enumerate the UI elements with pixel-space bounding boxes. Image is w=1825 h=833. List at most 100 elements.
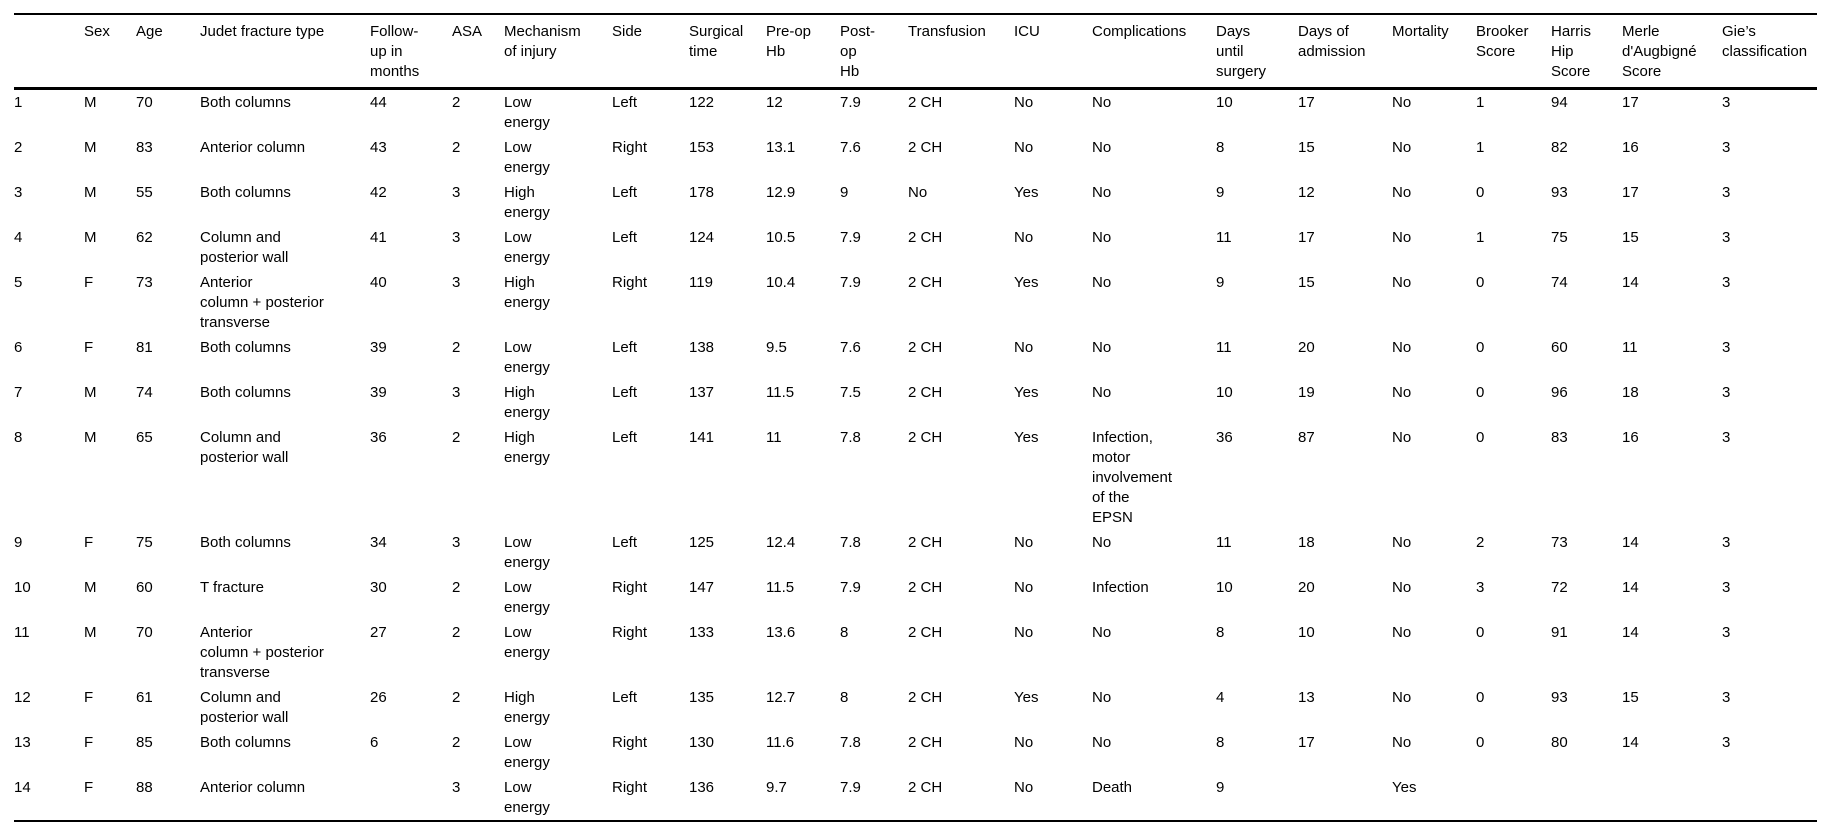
cell-pre-op-hb: 13.6 — [766, 624, 796, 641]
cell-surgical-time: 122 — [689, 94, 715, 111]
cell-age: 70 — [136, 624, 153, 641]
cell-days-until-surgery: 11 — [1216, 229, 1232, 246]
cell-age: 74 — [136, 384, 153, 401]
table-row: 7 M 74 Both columns 39 3 High energy Left 137 11.… — [14, 380, 1817, 425]
column-header-age: Age — [136, 14, 200, 90]
cell-judet-fracture-type: Both columns — [200, 534, 291, 551]
cell-sex: F — [84, 274, 94, 291]
cell-mechanism-of-injury: High energy — [504, 689, 550, 726]
cell-brooker-score: 0 — [1476, 274, 1485, 291]
cell-judet-fracture-type: Both columns — [200, 339, 291, 356]
cell-icu: Yes — [1014, 184, 1039, 201]
cell-gies-classification: 3 — [1722, 139, 1731, 156]
cell-days-until-surgery: 8 — [1216, 139, 1225, 156]
cell-sex: F — [84, 734, 94, 751]
cell-merle-daugbigne-score: 11 — [1622, 339, 1638, 356]
cell-mechanism-of-injury: Low energy — [504, 229, 550, 266]
cell-days-of-admission: 20 — [1298, 579, 1315, 596]
cell-harris-hip-score: 60 — [1551, 339, 1568, 356]
cell-complications: Infection — [1092, 579, 1149, 596]
cell-judet-fracture-type: Both columns — [200, 184, 291, 201]
cell-row-number: 11 — [14, 624, 30, 641]
cell-age: 62 — [136, 229, 153, 246]
cell-post-op-hb: 7.6 — [840, 339, 861, 356]
cell-gies-classification: 3 — [1722, 384, 1731, 401]
cell-brooker-score: 1 — [1476, 139, 1485, 156]
cell-brooker-score: 0 — [1476, 429, 1485, 446]
cell-harris-hip-score: 75 — [1551, 229, 1568, 246]
cell-post-op-hb: 7.9 — [840, 274, 861, 291]
cell-mechanism-of-injury: Low energy — [504, 779, 550, 816]
cell-post-op-hb: 7.8 — [840, 734, 861, 751]
cell-post-op-hb: 7.9 — [840, 229, 861, 246]
column-header-post-op-hb: Post- op Hb — [840, 14, 908, 90]
cell-transfusion: 2 CH — [908, 579, 943, 596]
table-header: Sex Age Judet fracture type Follow- up in m… — [14, 14, 1817, 90]
cell-mortality: No — [1392, 94, 1412, 111]
cell-row-number: 3 — [14, 184, 23, 201]
cell-surgical-time: 135 — [689, 689, 715, 706]
cell-surgical-time: 138 — [689, 339, 715, 356]
cell-sex: M — [84, 139, 97, 156]
cell-days-until-surgery: 8 — [1216, 624, 1225, 641]
cell-judet-fracture-type: Both columns — [200, 734, 291, 751]
cell-side: Left — [612, 339, 638, 356]
cell-judet-fracture-type: Anterior column + posterior transverse — [200, 624, 324, 681]
cell-days-of-admission: 87 — [1298, 429, 1315, 446]
column-header-row-number — [14, 14, 84, 90]
cell-side: Right — [612, 624, 648, 641]
cell-brooker-score: 1 — [1476, 94, 1485, 111]
cell-merle-daugbigne-score: 15 — [1622, 229, 1639, 246]
cell-mechanism-of-injury: Low energy — [504, 734, 550, 771]
cell-asa: 3 — [452, 384, 461, 401]
cell-merle-daugbigne-score: 18 — [1622, 384, 1639, 401]
cell-days-until-surgery: 4 — [1216, 689, 1225, 706]
cell-gies-classification — [1722, 775, 1817, 821]
column-header-complications: Complications — [1092, 14, 1216, 90]
cell-row-number: 4 — [14, 229, 23, 246]
column-header-follow-up-months: Follow- up in months — [370, 14, 452, 90]
cell-sex: M — [84, 384, 97, 401]
cell-mortality: No — [1392, 274, 1412, 291]
cell-asa: 2 — [452, 579, 461, 596]
cell-days-of-admission: 10 — [1298, 624, 1315, 641]
cell-post-op-hb: 8 — [840, 624, 849, 641]
cell-row-number: 12 — [14, 689, 31, 706]
cell-mortality: No — [1392, 429, 1412, 446]
cell-sex: F — [84, 534, 94, 551]
cell-judet-fracture-type: Both columns — [200, 94, 291, 111]
cell-surgical-time: 130 — [689, 734, 715, 751]
cell-brooker-score: 2 — [1476, 534, 1485, 551]
cell-mortality: No — [1392, 139, 1412, 156]
cell-pre-op-hb: 13.1 — [766, 139, 796, 156]
cell-judet-fracture-type: Anterior column — [200, 139, 306, 156]
cell-post-op-hb: 7.8 — [840, 429, 861, 446]
cell-gies-classification: 3 — [1722, 94, 1731, 111]
cell-days-of-admission: 13 — [1298, 689, 1315, 706]
cell-age: 61 — [136, 689, 153, 706]
cell-icu: No — [1014, 339, 1034, 356]
cell-asa: 2 — [452, 339, 461, 356]
cell-gies-classification: 3 — [1722, 229, 1731, 246]
cell-age: 81 — [136, 339, 153, 356]
cell-days-until-surgery: 10 — [1216, 94, 1233, 111]
cell-harris-hip-score: 72 — [1551, 579, 1568, 596]
cell-days-of-admission — [1298, 775, 1392, 821]
cell-surgical-time: 119 — [689, 274, 713, 291]
cell-pre-op-hb: 12.9 — [766, 184, 796, 201]
cell-post-op-hb: 9 — [840, 184, 849, 201]
cell-days-until-surgery: 10 — [1216, 579, 1233, 596]
cell-surgical-time: 141 — [689, 429, 715, 446]
column-header-days-of-admission: Days of admission — [1298, 14, 1392, 90]
cell-age: 73 — [136, 274, 153, 291]
cell-row-number: 9 — [14, 534, 23, 551]
cell-sex: M — [84, 429, 97, 446]
cell-days-of-admission: 17 — [1298, 229, 1315, 246]
cell-mechanism-of-injury: Low energy — [504, 624, 550, 661]
cell-follow-up-months: 39 — [370, 339, 387, 356]
cell-sex: F — [84, 339, 94, 356]
cell-gies-classification: 3 — [1722, 184, 1731, 201]
cell-follow-up-months: 26 — [370, 689, 387, 706]
cell-side: Left — [612, 184, 638, 201]
cell-age: 70 — [136, 94, 153, 111]
